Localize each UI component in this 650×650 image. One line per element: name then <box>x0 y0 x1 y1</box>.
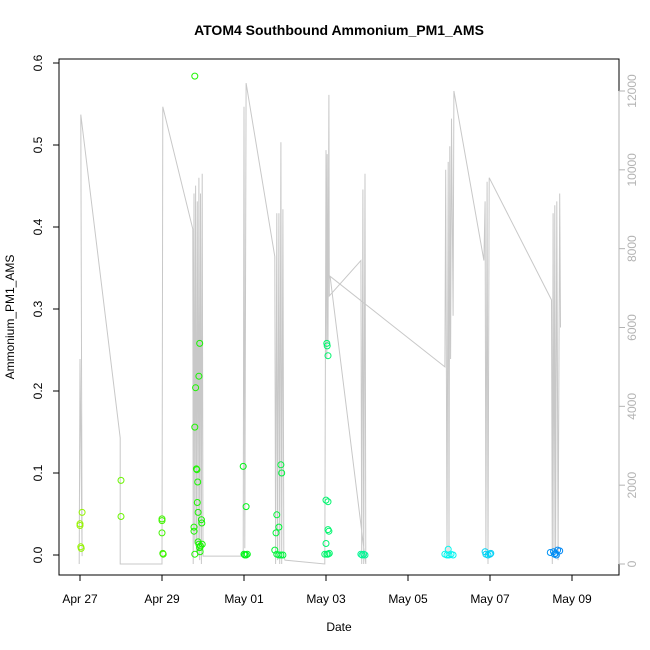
x-tick-label: Apr 27 <box>62 592 98 606</box>
data-point <box>190 523 198 531</box>
y-tick-label: 0.5 <box>31 136 45 153</box>
data-point <box>192 384 200 392</box>
data-point <box>191 423 199 431</box>
data-point <box>77 544 85 552</box>
data-point <box>357 550 365 558</box>
y-tick-label: 0.1 <box>31 464 45 481</box>
data-point <box>546 549 554 556</box>
chart-title: ATOM4 Southbound Ammonium_PM1_AMS <box>194 22 484 38</box>
y-tick-label: 0.4 <box>31 218 45 235</box>
y-tick-label: 0.0 <box>31 546 45 563</box>
data-point <box>325 527 333 535</box>
data-point <box>194 508 202 516</box>
data-point <box>321 550 329 558</box>
data-point <box>159 550 167 558</box>
x-tick-label: May 07 <box>470 592 510 606</box>
data-point <box>197 516 205 524</box>
x-tick-label: May 03 <box>306 592 346 606</box>
data-point <box>278 469 286 477</box>
y-axis-label: Ammonium_PM1_AMS <box>3 255 17 380</box>
data-point <box>243 550 251 558</box>
data-point <box>324 352 332 360</box>
data-point <box>323 339 331 347</box>
data-point <box>117 476 125 484</box>
data-point <box>360 550 368 558</box>
data-point <box>117 513 125 520</box>
data-point <box>195 372 203 380</box>
x-tick-label: Apr 29 <box>144 592 180 606</box>
y2-tick-label: 8000 <box>625 235 639 262</box>
data-point <box>158 517 166 525</box>
data-point <box>196 339 204 347</box>
data-point <box>324 498 332 506</box>
data-point <box>275 523 283 531</box>
data-point <box>194 478 202 486</box>
y2-axis: 0 2000 4000 6000 8000 10000 12000 <box>618 74 639 567</box>
data-point <box>277 551 285 559</box>
y2-tick-label: 0 <box>625 560 639 567</box>
x-tick-label: May 01 <box>224 592 264 606</box>
data-point <box>193 466 201 474</box>
data-point <box>275 551 283 559</box>
data-point <box>277 461 285 469</box>
data-point <box>324 550 332 558</box>
data-point <box>242 551 250 559</box>
data-point <box>76 520 84 528</box>
data-point <box>449 551 457 559</box>
y-tick-label: 0.3 <box>31 300 45 317</box>
data-point <box>78 508 86 516</box>
y-axis: 0.0 0.1 0.2 0.3 0.4 0.5 0.6 <box>31 54 59 563</box>
data-point <box>271 546 279 554</box>
data-point <box>322 540 330 547</box>
data-point <box>552 551 560 559</box>
data-point <box>195 540 203 548</box>
y2-tick-label: 2000 <box>625 471 639 498</box>
x-tick-label: May 05 <box>388 592 428 606</box>
data-point <box>197 542 204 550</box>
data-point <box>323 342 331 350</box>
x-tick-label: May 09 <box>552 592 592 606</box>
data-point <box>198 519 206 527</box>
y2-tick-label: 6000 <box>625 314 639 341</box>
data-point <box>273 511 281 519</box>
y-tick-label: 0.6 <box>31 54 45 71</box>
altitude-line <box>78 83 561 565</box>
points-layer <box>76 72 564 559</box>
data-point <box>158 529 166 537</box>
data-point <box>239 462 247 470</box>
data-point <box>279 551 287 559</box>
plot-frame <box>58 58 620 576</box>
data-point <box>272 529 280 537</box>
data-point <box>325 549 333 557</box>
y2-tick-label: 10000 <box>625 153 639 187</box>
y2-tick-label: 12000 <box>625 74 639 108</box>
altitude-line-layer <box>78 83 561 565</box>
data-point <box>198 540 206 548</box>
data-point <box>190 527 198 535</box>
y2-tick-label: 4000 <box>625 393 639 420</box>
data-point <box>191 72 199 80</box>
x-axis-label: Date <box>326 620 352 634</box>
data-point <box>193 499 201 506</box>
y-tick-label: 0.2 <box>31 382 45 399</box>
data-point <box>361 551 369 559</box>
data-point <box>487 549 495 557</box>
data-point <box>486 550 494 558</box>
data-point <box>242 503 250 511</box>
data-point <box>322 496 330 504</box>
x-axis: Apr 27 Apr 29 May 01 May 03 May 05 May 07 May … <box>62 574 592 606</box>
